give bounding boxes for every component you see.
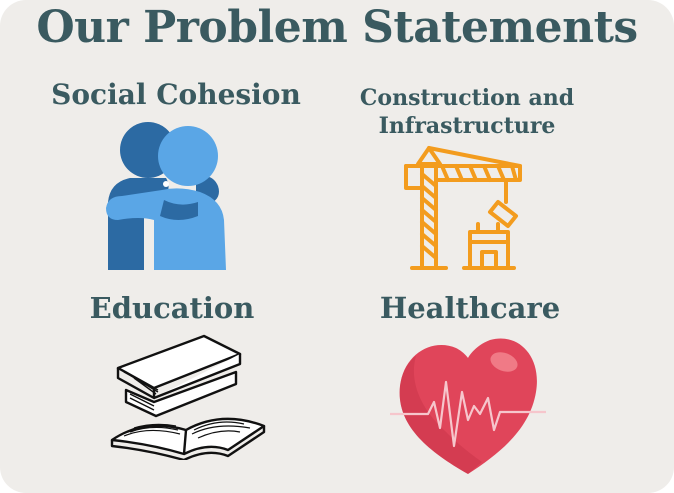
heartbeat-icon [390, 338, 546, 474]
books-icon [110, 334, 266, 460]
social-cohesion-label: Social Cohesion [51, 78, 301, 111]
construction-label-line1: Construction and [359, 85, 575, 111]
construction-label: Construction and Infrastructure [330, 84, 604, 140]
healthcare-label: Healthcare [379, 291, 561, 325]
construction-label-line2: Infrastructure [378, 113, 556, 139]
crane-icon [404, 146, 522, 270]
page-title: Our Problem Statements [36, 2, 638, 53]
education-label: Education [89, 291, 255, 325]
hug-icon [106, 122, 226, 270]
